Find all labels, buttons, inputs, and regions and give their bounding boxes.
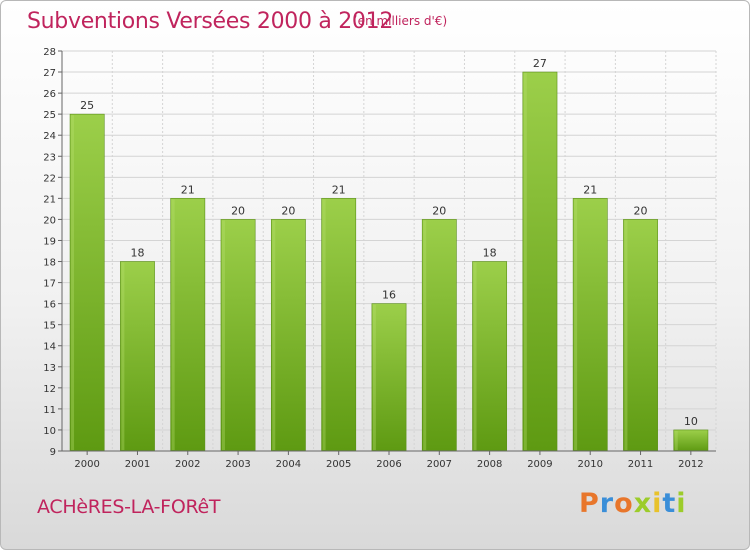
- bar-value-label: 18: [483, 247, 497, 260]
- x-tick-label: 2001: [125, 459, 150, 470]
- bar: [572, 198, 608, 452]
- y-tick-label: 18: [43, 258, 56, 269]
- bar-value-label: 20: [281, 204, 295, 217]
- x-tick-label: 2012: [678, 459, 703, 470]
- bar: [270, 219, 306, 452]
- y-tick-label: 19: [43, 236, 56, 247]
- y-tick-label: 9: [50, 447, 56, 458]
- logo-letter: r: [599, 488, 615, 519]
- bar-highlight: [473, 262, 477, 450]
- bar-highlight: [574, 199, 578, 450]
- x-tick-label: 2006: [376, 459, 401, 470]
- bar-value-label: 20: [634, 204, 648, 217]
- bar: [120, 261, 155, 452]
- bar-value-label: 21: [181, 183, 195, 196]
- bar-value-label: 10: [684, 415, 698, 428]
- chart-title: Subventions Versées 2000 à 2012: [27, 9, 394, 34]
- bars-layer: [69, 71, 709, 452]
- bar-value-label: 21: [583, 183, 597, 196]
- x-tick-label: 2011: [628, 459, 653, 470]
- y-tick-label: 20: [43, 215, 56, 226]
- bar: [170, 198, 206, 452]
- x-tick-label: 2007: [427, 459, 452, 470]
- bar-highlight: [674, 430, 678, 450]
- x-tick-label: 2000: [74, 459, 99, 470]
- logo-letter: x: [633, 488, 653, 519]
- bar: [623, 219, 658, 452]
- y-tick-label: 15: [43, 321, 56, 332]
- y-tick-label: 22: [43, 173, 56, 184]
- y-tick-label: 14: [43, 342, 56, 353]
- bar-highlight: [322, 199, 326, 450]
- proxiti-logo[interactable]: Proxiti: [579, 488, 687, 519]
- x-tick-label: 2009: [527, 459, 552, 470]
- bar-highlight: [121, 262, 125, 450]
- bar-value-label: 20: [231, 204, 245, 217]
- logo-letter: t: [662, 488, 677, 519]
- bar-value-label: 20: [432, 204, 446, 217]
- bar-highlight: [372, 304, 376, 450]
- y-tick-label: 23: [43, 152, 56, 163]
- y-tick-label: 25: [43, 110, 56, 121]
- y-tick-label: 21: [43, 194, 56, 205]
- bar-highlight: [171, 199, 175, 450]
- chart-subtitle: (en milliers d'€): [353, 14, 448, 28]
- y-tick-label: 10: [43, 426, 56, 437]
- y-tick-label: 11: [43, 405, 56, 416]
- bar: [69, 113, 105, 452]
- bar-value-label: 21: [332, 183, 346, 196]
- y-tick-label: 17: [43, 279, 56, 290]
- y-tick-label: 16: [43, 300, 56, 311]
- logo-letter: i: [652, 488, 663, 519]
- y-tick-label: 13: [43, 363, 56, 374]
- bar-value-label: 18: [130, 247, 144, 260]
- axis-layer: 9 10 11 12 13 14 15 16 17 18 19 20 21 22 23 24 25 26 27 28 2…: [43, 47, 716, 470]
- bar-highlight: [624, 220, 628, 450]
- bar-highlight: [523, 73, 527, 450]
- bar-value-label: 27: [533, 57, 547, 70]
- x-tick-label: 2010: [578, 459, 603, 470]
- y-tick-label: 28: [43, 47, 56, 58]
- bar: [522, 71, 558, 452]
- bar: [472, 261, 508, 452]
- y-tick-label: 26: [43, 89, 56, 100]
- commune-name: ACHèRES-LA-FORêT: [37, 496, 221, 518]
- bar-highlight: [71, 115, 75, 450]
- bar-value-label: 16: [382, 289, 396, 302]
- x-tick-label: 2008: [477, 459, 502, 470]
- y-tick-label: 27: [43, 68, 56, 79]
- bar-highlight: [272, 220, 276, 450]
- y-tick-label: 24: [43, 131, 56, 142]
- x-tick-label: 2005: [326, 459, 351, 470]
- x-tick-label: 2003: [225, 459, 250, 470]
- bar: [220, 219, 256, 452]
- x-tick-label: 2004: [276, 459, 301, 470]
- bar: [371, 303, 407, 452]
- bar-highlight: [423, 220, 427, 450]
- bar: [421, 219, 457, 452]
- bar-value-label: 25: [80, 99, 94, 112]
- bar: [321, 198, 357, 452]
- x-tick-label: 2002: [175, 459, 200, 470]
- bar: [673, 429, 709, 452]
- logo-letter: i: [676, 488, 687, 519]
- y-tick-label: 12: [43, 384, 56, 395]
- bar-highlight: [221, 220, 225, 450]
- logo-letter: o: [614, 488, 634, 519]
- labels-layer: 25 18 21 20 20 21 16 20 18 27 21 20 10: [80, 57, 698, 428]
- logo-letter: P: [579, 488, 600, 519]
